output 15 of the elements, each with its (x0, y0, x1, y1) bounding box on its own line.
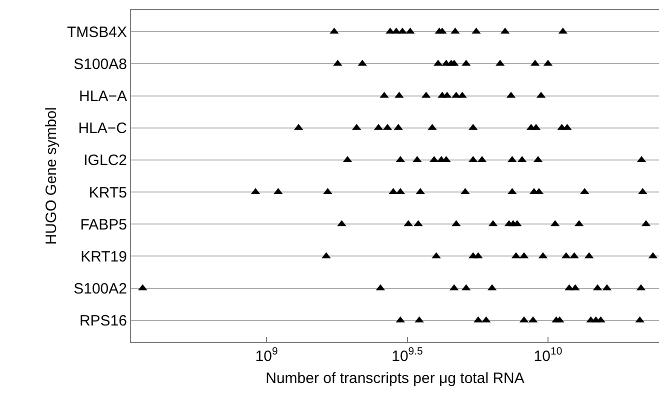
y-tick-label: IGLC2 (84, 152, 127, 170)
y-axis-title: HUGO Gene symbol (43, 107, 60, 245)
y-tick-label: RPS16 (79, 312, 127, 330)
x-axis-title: Number of transcripts per μg total RNA (266, 370, 524, 387)
y-tick-label: KRT19 (80, 248, 127, 266)
y-tick-label: TMSB4X (66, 24, 127, 41)
y-tick-label: S100A2 (74, 280, 127, 298)
y-tick-label: HLA−A (79, 88, 127, 106)
x-tick-label: 10$^{9}$ (255, 346, 278, 365)
y-tick-label: FABP5 (80, 216, 127, 234)
y-tick-label: S100A8 (74, 56, 127, 73)
y-tick-label: KRT5 (88, 184, 127, 202)
y-tick-label: HLA−C (78, 120, 128, 138)
x-tick-label: 10$^{10}$ (534, 346, 562, 365)
x-tick-label: 10$^{9.5}$ (392, 346, 424, 365)
